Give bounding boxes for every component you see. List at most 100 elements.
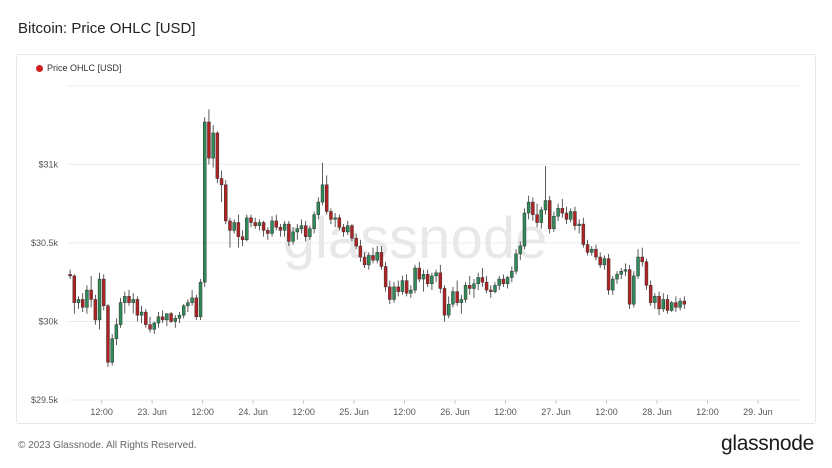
candle-up[interactable] bbox=[211, 125, 215, 168]
candle-up[interactable] bbox=[421, 269, 426, 292]
candle-down[interactable] bbox=[383, 261, 388, 292]
candle-down[interactable] bbox=[371, 247, 375, 264]
candle-up[interactable] bbox=[632, 271, 636, 308]
candle-down[interactable] bbox=[325, 175, 329, 215]
candle-down[interactable] bbox=[194, 294, 199, 320]
candle-down[interactable] bbox=[93, 294, 98, 325]
candle-down[interactable] bbox=[627, 264, 632, 309]
candle-down[interactable] bbox=[261, 220, 266, 237]
candle-up[interactable] bbox=[375, 246, 379, 264]
candle-up[interactable] bbox=[333, 213, 337, 228]
candle-up[interactable] bbox=[400, 275, 405, 295]
candle-down[interactable] bbox=[219, 170, 224, 203]
candle-up[interactable] bbox=[76, 296, 81, 309]
candle-down[interactable] bbox=[560, 198, 565, 218]
candle-up[interactable] bbox=[514, 249, 518, 275]
candle-down[interactable] bbox=[581, 217, 586, 248]
candle-down[interactable] bbox=[535, 203, 539, 228]
candle-up[interactable] bbox=[615, 271, 619, 284]
candle-up[interactable] bbox=[526, 195, 531, 220]
candle-up[interactable] bbox=[139, 305, 144, 324]
candle-down[interactable] bbox=[329, 208, 333, 225]
candle-down[interactable] bbox=[585, 239, 590, 256]
candle-up[interactable] bbox=[678, 297, 682, 311]
candle-up[interactable] bbox=[569, 208, 573, 223]
candle-up[interactable] bbox=[623, 263, 628, 276]
candle-down[interactable] bbox=[224, 180, 228, 225]
candle-down[interactable] bbox=[253, 217, 257, 229]
candle-down[interactable] bbox=[144, 308, 148, 328]
candle-up[interactable] bbox=[447, 296, 451, 319]
legend[interactable]: Price OHLC [USD] bbox=[36, 63, 122, 73]
candle-up[interactable] bbox=[152, 321, 156, 335]
candle-down[interactable] bbox=[68, 269, 72, 280]
candle-down[interactable] bbox=[425, 269, 430, 287]
candle-down[interactable] bbox=[682, 296, 687, 309]
candle-up[interactable] bbox=[413, 264, 417, 294]
candle-up[interactable] bbox=[312, 211, 316, 234]
candle-up[interactable] bbox=[165, 313, 169, 327]
candle-down[interactable] bbox=[303, 220, 308, 242]
candle-down[interactable] bbox=[531, 197, 535, 221]
candle-up[interactable] bbox=[291, 227, 295, 245]
candle-down[interactable] bbox=[135, 296, 140, 322]
candle-down[interactable] bbox=[388, 280, 392, 305]
candle-down[interactable] bbox=[266, 227, 270, 240]
candle-up[interactable] bbox=[619, 268, 623, 280]
candle-up[interactable] bbox=[114, 318, 119, 346]
candle-down[interactable] bbox=[127, 290, 131, 306]
candle-up[interactable] bbox=[556, 203, 560, 221]
candle-up[interactable] bbox=[653, 293, 657, 309]
candle-up[interactable] bbox=[270, 216, 274, 237]
candle-down[interactable] bbox=[644, 258, 649, 291]
candle-down[interactable] bbox=[354, 233, 358, 250]
candle-up[interactable] bbox=[181, 304, 186, 319]
candle-up[interactable] bbox=[552, 211, 556, 232]
candle-down[interactable] bbox=[547, 195, 552, 234]
candle-down[interactable] bbox=[674, 296, 678, 313]
candle-up[interactable] bbox=[282, 220, 287, 237]
glassnode-logo[interactable]: glassnode bbox=[720, 432, 814, 455]
candle-down[interactable] bbox=[606, 253, 611, 295]
candle-down[interactable] bbox=[640, 247, 644, 267]
candle-up[interactable] bbox=[367, 252, 371, 270]
candle-up[interactable] bbox=[156, 312, 161, 328]
candle-up[interactable] bbox=[173, 315, 177, 328]
candle-down[interactable] bbox=[480, 268, 485, 287]
candle-up[interactable] bbox=[85, 285, 89, 314]
candle-down[interactable] bbox=[358, 239, 363, 262]
candle-up[interactable] bbox=[118, 297, 123, 328]
candle-down[interactable] bbox=[648, 280, 653, 306]
candle-up[interactable] bbox=[539, 206, 543, 229]
candle-up[interactable] bbox=[316, 197, 321, 220]
candle-up[interactable] bbox=[590, 246, 594, 256]
candle-up[interactable] bbox=[177, 312, 182, 324]
candle-down[interactable] bbox=[489, 285, 493, 298]
candle-up[interactable] bbox=[493, 282, 497, 294]
candle-down[interactable] bbox=[455, 280, 459, 306]
candle-up[interactable] bbox=[636, 249, 640, 280]
candle-up[interactable] bbox=[308, 225, 312, 240]
candle-up[interactable] bbox=[522, 208, 527, 250]
candle-up[interactable] bbox=[669, 301, 674, 313]
candle-down[interactable] bbox=[278, 224, 283, 237]
candle-down[interactable] bbox=[442, 285, 447, 322]
candle-down[interactable] bbox=[501, 274, 506, 287]
candle-down[interactable] bbox=[594, 244, 598, 261]
candle-up[interactable] bbox=[299, 219, 304, 234]
candle-down[interactable] bbox=[106, 304, 110, 368]
candle-down[interactable] bbox=[404, 274, 409, 297]
candle-down[interactable] bbox=[379, 246, 384, 270]
candle-up[interactable] bbox=[392, 282, 396, 303]
candle-down[interactable] bbox=[564, 206, 569, 225]
candle-up[interactable] bbox=[472, 279, 476, 298]
candle-up[interactable] bbox=[346, 220, 350, 236]
candle-down[interactable] bbox=[89, 275, 93, 308]
candle-up[interactable] bbox=[409, 285, 413, 298]
candle-up[interactable] bbox=[257, 219, 262, 231]
candle-up[interactable] bbox=[451, 286, 455, 308]
candle-down[interactable] bbox=[249, 214, 253, 228]
candle-down[interactable] bbox=[207, 109, 211, 165]
candle-up[interactable] bbox=[602, 255, 607, 270]
candle-up[interactable] bbox=[245, 214, 249, 242]
